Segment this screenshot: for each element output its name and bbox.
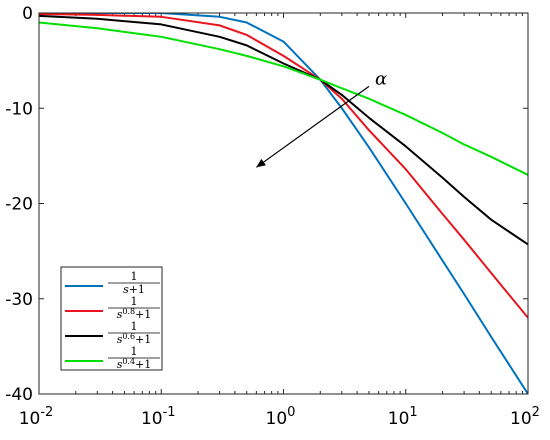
legend-denominator: s0.6+1 (117, 332, 152, 346)
x-axis-tick-labels: 10-2 10-1 100 101 102 (19, 405, 540, 429)
y-tick-label: -10 (5, 99, 33, 119)
legend-numerator: 1 (131, 320, 138, 333)
y-tick-label: -40 (5, 385, 33, 405)
series-line-alpha-1 (39, 13, 528, 394)
alpha-annotation: α (256, 68, 387, 168)
x-tick-label: 102 (510, 405, 540, 429)
legend-denominator: s0.4+1 (117, 357, 152, 371)
y-tick-label: -20 (5, 195, 33, 215)
y-tick-label: -30 (5, 290, 33, 310)
x-tick-label: 10-2 (19, 405, 54, 429)
series-lines (39, 13, 528, 394)
legend-numerator: 1 (131, 295, 138, 308)
legend-box (60, 266, 163, 371)
x-tick-label: 100 (266, 405, 296, 429)
series-line-alpha-0.4 (39, 21, 528, 176)
legend-denominator: s0.8+1 (117, 307, 152, 321)
legend-numerator: 1 (131, 270, 138, 283)
x-tick-label: 101 (388, 405, 418, 429)
x-tick-label: 10-1 (141, 405, 176, 429)
alpha-arrow (256, 85, 370, 168)
plot-frame (38, 12, 529, 395)
y-axis-tick-labels: 0 -10 -20 -30 -40 (5, 4, 33, 405)
alpha-label: α (375, 68, 387, 89)
legend-numerator: 1 (131, 345, 138, 358)
series-line-alpha-0.8 (39, 13, 528, 319)
legend-denominator: s+1 (123, 283, 145, 296)
series-line-alpha-0.6 (39, 14, 528, 246)
y-tick-label: 0 (22, 4, 33, 24)
